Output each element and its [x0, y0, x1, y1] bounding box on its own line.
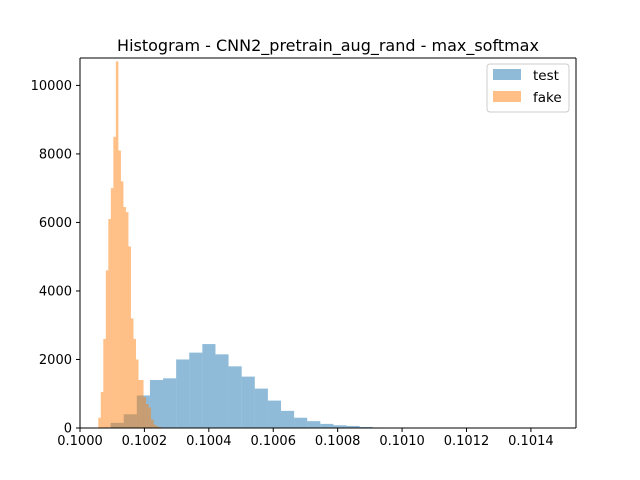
y-tick-label: 6000: [39, 216, 72, 231]
bar-test: [254, 388, 268, 428]
bar-fake: [113, 136, 116, 428]
bar-fake: [148, 407, 152, 428]
bar-test: [320, 423, 334, 428]
bar-test: [267, 400, 282, 428]
legend-label-fake: fake: [533, 90, 562, 106]
y-tick-label: 8000: [39, 147, 72, 162]
x-tick-label: 0.1004: [186, 434, 232, 449]
x-tick-label: 0.1002: [122, 434, 168, 449]
legend-swatch-fake: [493, 91, 521, 102]
legend-swatch-test: [493, 69, 521, 80]
bar-fake: [108, 219, 111, 428]
bar-fake: [123, 207, 126, 428]
bar-fake: [128, 246, 131, 428]
x-axis-ticks: 0.1000 0.1002 0.1004 0.1006 0.1008 0.1010 0.10…: [57, 428, 554, 449]
y-axis-ticks: 0 2000 4000 6000 8000 10000: [31, 79, 80, 437]
bar-test: [333, 425, 347, 428]
x-tick-label: 0.1014: [508, 434, 554, 449]
bar-fake: [158, 426, 162, 428]
bar-fake: [133, 338, 136, 428]
y-tick-label: 2000: [39, 353, 72, 368]
bar-test: [228, 366, 242, 428]
axes-frame: [79, 57, 577, 429]
bar-test: [294, 417, 308, 428]
y-tick-label: 10000: [31, 79, 72, 94]
y-tick-label: 4000: [39, 284, 72, 299]
bar-test: [189, 352, 203, 428]
bar-fake: [118, 150, 121, 428]
series-fake: [98, 61, 174, 428]
bar-fake: [120, 181, 124, 428]
x-tick-label: 0.1008: [315, 434, 361, 449]
bar-fake: [103, 338, 106, 428]
bar-fake: [138, 380, 142, 428]
bar-fake: [115, 61, 119, 428]
bar-fake: [98, 417, 101, 428]
x-tick-label: 0.1006: [250, 434, 296, 449]
bar-test: [215, 354, 229, 428]
x-tick-label: 0.1010: [379, 434, 425, 449]
bar-fake: [130, 318, 134, 428]
bar-fake: [125, 212, 129, 428]
bar-test: [346, 425, 360, 428]
bar-test: [149, 380, 164, 428]
bar-fake: [110, 188, 114, 428]
bar-fake: [135, 359, 139, 428]
histogram-bars: [98, 61, 531, 428]
chart-title: Histogram - CNN2_pretrain_aug_rand - max…: [117, 36, 539, 56]
bar-fake: [146, 404, 149, 428]
bar-fake: [143, 397, 147, 428]
legend: test fake: [486, 63, 570, 113]
bar-test: [176, 359, 190, 428]
bar-fake: [100, 392, 104, 428]
bar-fake: [156, 426, 159, 428]
bar-test: [281, 410, 295, 428]
bar-test: [163, 378, 177, 428]
bar-fake: [141, 380, 144, 428]
y-tick-label: 0: [64, 422, 72, 437]
x-tick-label: 0.1012: [444, 434, 490, 449]
bar-fake: [151, 419, 154, 428]
x-tick-label: 0.1000: [57, 434, 103, 449]
bar-fake: [153, 424, 157, 428]
bar-fake: [105, 270, 109, 428]
bar-test: [359, 426, 373, 428]
bar-test: [202, 344, 216, 428]
legend-label-test: test: [533, 68, 559, 84]
bar-test: [241, 376, 255, 428]
bar-test: [307, 421, 321, 428]
